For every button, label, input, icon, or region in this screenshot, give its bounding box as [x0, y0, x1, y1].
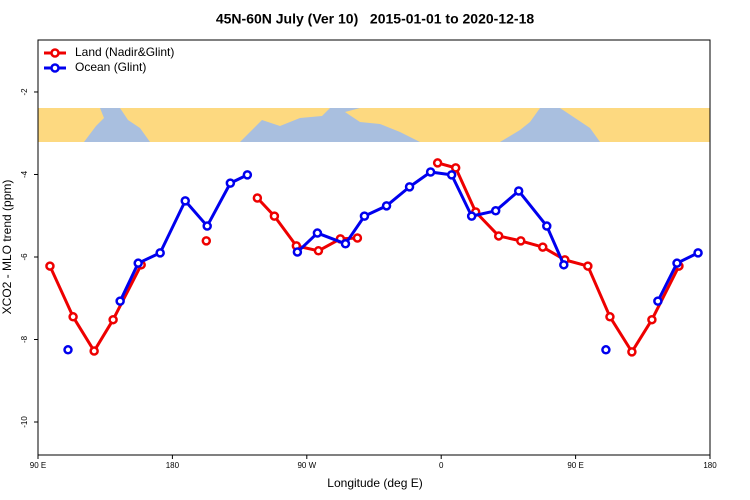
plot-frame: [37, 39, 711, 456]
data-point: [225, 178, 236, 188]
x-tick-label: 90 E: [567, 461, 583, 470]
data-point: [605, 312, 615, 322]
data-point: [292, 247, 303, 257]
legend-label: Land (Nadir&Glint): [75, 45, 174, 59]
x-tick-label: 180: [703, 461, 717, 470]
data-point: [340, 239, 351, 249]
data-point: [242, 170, 253, 180]
y-tick-label: -2: [20, 88, 29, 96]
data-point: [627, 347, 637, 357]
data-point: [381, 201, 392, 211]
data-point: [313, 246, 324, 256]
data-point: [89, 346, 99, 356]
map-band: [38, 108, 710, 142]
data-point: [490, 206, 501, 216]
data-point: [450, 163, 461, 173]
y-tick-label: -4: [20, 170, 29, 178]
data-point: [583, 261, 593, 271]
y-axis-label: XCO2 - MLO trend (ppm): [0, 180, 14, 315]
x-tick-label: 0: [439, 461, 444, 470]
data-point: [63, 345, 73, 355]
data-point: [446, 170, 457, 180]
data-point: [45, 261, 55, 271]
data-point: [542, 221, 552, 231]
series: [63, 167, 703, 355]
data-point: [432, 158, 443, 168]
data-point: [252, 193, 263, 203]
data-point: [133, 258, 143, 268]
data-point: [312, 228, 323, 238]
x-axis-label: Longitude (deg E): [327, 476, 422, 490]
data-point: [352, 233, 363, 243]
legend-marker: [50, 63, 60, 73]
data-point: [108, 314, 118, 325]
chart-title: 45N-60N July (Ver 10) 2015-01-01 to 2020…: [216, 11, 535, 27]
data-point: [68, 312, 78, 322]
data-point: [559, 260, 569, 270]
y-tick-label: -8: [20, 335, 29, 343]
y-tick-label: -6: [20, 253, 29, 261]
data-point: [269, 211, 280, 221]
data-point: [537, 242, 548, 252]
x-tick-label: 90 W: [297, 461, 316, 470]
data-point: [155, 248, 165, 258]
data-point: [202, 221, 212, 231]
data-point: [404, 182, 415, 192]
data-point: [359, 211, 370, 221]
data-point: [115, 296, 125, 306]
data-point: [493, 231, 504, 241]
data-point: [601, 345, 611, 355]
legend-label: Ocean (Glint): [75, 60, 146, 74]
data-point: [672, 258, 682, 268]
data-point: [425, 167, 436, 177]
data-point: [647, 314, 657, 325]
data-point: [693, 248, 703, 258]
data-point: [466, 211, 477, 221]
data-point: [180, 196, 190, 206]
x-tick-label: 180: [166, 461, 180, 470]
series: [45, 158, 684, 357]
data-point: [513, 186, 524, 196]
y-tick-label: -10: [20, 416, 29, 428]
x-tick-label: 90 E: [30, 461, 46, 470]
data-point: [516, 236, 526, 246]
legend-marker: [50, 48, 60, 58]
data-point: [653, 296, 663, 306]
data-point: [201, 236, 212, 246]
